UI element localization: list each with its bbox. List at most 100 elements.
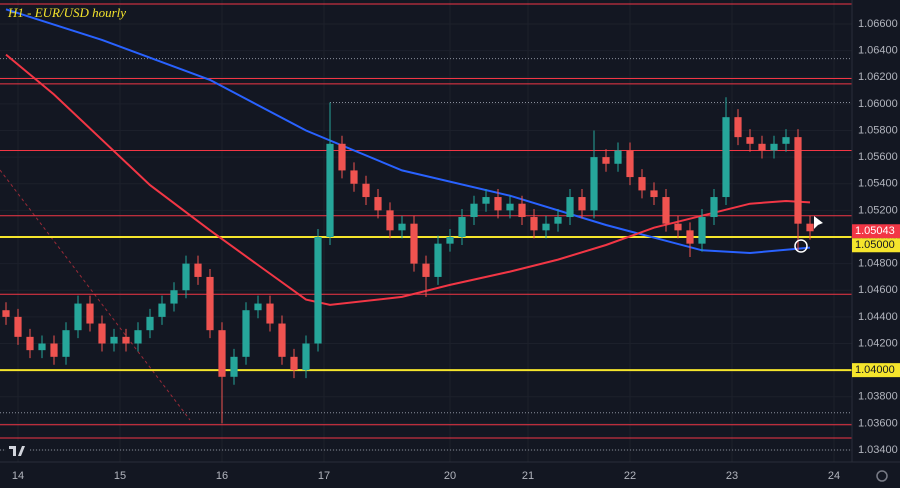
candle-body (734, 117, 742, 138)
x-tick-label: 21 (522, 470, 534, 482)
candle-body (254, 303, 262, 311)
candle-body (794, 137, 802, 224)
candle-body (614, 150, 622, 164)
y-tick-label: 1.06200 (858, 71, 898, 83)
candle-body (686, 230, 694, 244)
candle-body (638, 177, 646, 191)
settings-icon[interactable] (876, 470, 888, 482)
axes-layer: 1.03400 1.03600 1.03800 1.04000 1.04200 1.044… (12, 18, 900, 482)
price-label-box (852, 363, 900, 378)
candle-body (482, 197, 490, 204)
candle-body (590, 157, 598, 211)
y-tick-label: 1.04800 (858, 258, 898, 270)
candle-body (518, 203, 526, 218)
candle-body (422, 263, 430, 277)
y-tick-label: 1.06400 (858, 44, 898, 56)
candle-body (530, 217, 538, 231)
candle-body (770, 143, 778, 151)
candle-body (62, 330, 70, 357)
candle-body (134, 330, 142, 344)
candle-body (542, 223, 550, 231)
candle-body (314, 236, 322, 344)
y-tick-label: 1.04200 (858, 337, 898, 349)
candle-body (782, 137, 790, 144)
candle-body (50, 343, 58, 357)
candle-body (410, 223, 418, 264)
time-axis (0, 462, 900, 488)
candle-body (458, 217, 466, 237)
chart-title: H1 - EUR/USD hourly (7, 5, 126, 20)
y-tick-label: 1.04400 (858, 311, 898, 323)
candle-body (554, 217, 562, 224)
trend-line (0, 169, 191, 421)
x-tick-label: 17 (318, 470, 330, 482)
candle-body (326, 143, 334, 237)
x-tick-label: 16 (216, 470, 228, 482)
moving-average-line (5, 8, 811, 255)
candle-body (206, 276, 214, 331)
candle-body (602, 157, 610, 164)
x-tick-label: 14 (12, 470, 24, 482)
levels-layer (0, 3, 852, 451)
candle-body (674, 223, 682, 231)
candle-body (434, 243, 442, 277)
candle-body (806, 223, 814, 232)
price-label: 1.05000 (855, 239, 895, 251)
candle-body (14, 316, 22, 337)
candle-body (158, 303, 166, 317)
candle-body (86, 303, 94, 324)
candle-body (362, 183, 370, 198)
candle-body (350, 170, 358, 184)
x-tick-label: 24 (828, 470, 840, 482)
candle-body (710, 197, 718, 218)
candle-body (110, 336, 118, 344)
y-tick-label: 1.06600 (858, 18, 898, 30)
y-tick-label: 1.05600 (858, 151, 898, 163)
candle-body (182, 263, 190, 291)
candle-body (446, 236, 454, 244)
candles (2, 97, 814, 424)
candle-body (578, 197, 586, 211)
price-label-box (852, 224, 900, 239)
candle-body (494, 197, 502, 211)
candle-body (662, 197, 670, 224)
candle-body (398, 223, 406, 231)
y-tick-label: 1.05200 (858, 204, 898, 216)
y-tick-label: 1.05400 (858, 178, 898, 190)
candle-body (746, 137, 754, 144)
candle-body (218, 330, 226, 377)
logo (6, 441, 30, 459)
candle-body (194, 263, 202, 277)
price-label: 1.04000 (855, 364, 895, 376)
x-tick-label: 22 (624, 470, 636, 482)
price-label-box (852, 238, 900, 253)
candle-body (338, 143, 346, 171)
cursor-arrow (814, 216, 823, 229)
candle-body (230, 356, 238, 377)
candle-body (74, 303, 82, 331)
candle-body (38, 343, 46, 351)
y-tick-label: 1.06000 (858, 98, 898, 110)
x-tick-label: 23 (726, 470, 738, 482)
candle-body (2, 310, 10, 317)
candle-body (122, 336, 130, 344)
candle-body (26, 336, 34, 351)
candle-body (242, 310, 250, 357)
y-tick-label: 1.03800 (858, 391, 898, 403)
y-tick-label: 1.03400 (858, 444, 898, 456)
candle-body (98, 323, 106, 344)
candle-body (278, 323, 286, 357)
candle-body (722, 117, 730, 198)
candle-body (290, 356, 298, 371)
candle-body (374, 197, 382, 211)
candle-body (470, 203, 478, 218)
candle-body (506, 203, 514, 211)
candle-body (386, 210, 394, 231)
candle-body (650, 190, 658, 198)
x-tick-label: 20 (444, 470, 456, 482)
candle-body (146, 316, 154, 331)
price-label: 1.05043 (855, 225, 895, 237)
x-tick-label: 15 (114, 470, 126, 482)
candle-body (302, 343, 310, 371)
